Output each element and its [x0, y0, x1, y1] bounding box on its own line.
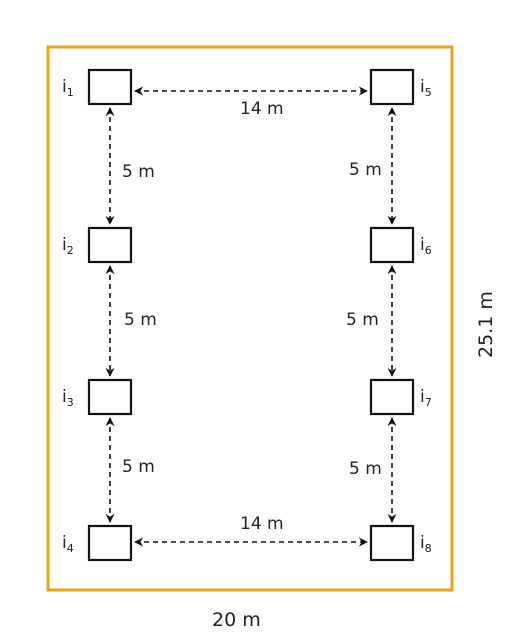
- node-box-i7: [369, 378, 415, 416]
- distance-label-bottom: 14 m: [240, 514, 284, 534]
- room-height-label: 25.1 m: [475, 291, 497, 358]
- room-boundary: [46, 45, 454, 592]
- node-label-i6: i6: [420, 235, 432, 257]
- distance-label-right-7-8: 5 m: [349, 459, 382, 479]
- distance-label-left-2-3: 5 m: [124, 310, 157, 330]
- distance-label-right-6-7: 5 m: [346, 310, 379, 330]
- distance-label-left-3-4: 5 m: [122, 457, 155, 477]
- distance-label-top: 14 m: [240, 99, 284, 119]
- node-label-i7: i7: [420, 387, 432, 409]
- node-label-i4: i4: [62, 533, 74, 555]
- node-label-i2: i2: [62, 235, 74, 257]
- node-label-i1: i1: [62, 77, 74, 99]
- node-label-i3: i3: [62, 387, 74, 409]
- node-label-i8: i8: [420, 533, 432, 555]
- room-width-label: 20 m: [212, 609, 261, 631]
- node-box-i1: [87, 68, 133, 106]
- node-label-i5: i5: [420, 77, 432, 99]
- distance-label-right-5-6: 5 m: [349, 160, 382, 180]
- node-box-i5: [369, 68, 415, 106]
- node-box-i8: [369, 524, 415, 562]
- node-box-i2: [87, 226, 133, 264]
- node-box-i6: [369, 226, 415, 264]
- distance-label-left-1-2: 5 m: [122, 162, 155, 182]
- node-box-i4: [87, 524, 133, 562]
- node-box-i3: [87, 378, 133, 416]
